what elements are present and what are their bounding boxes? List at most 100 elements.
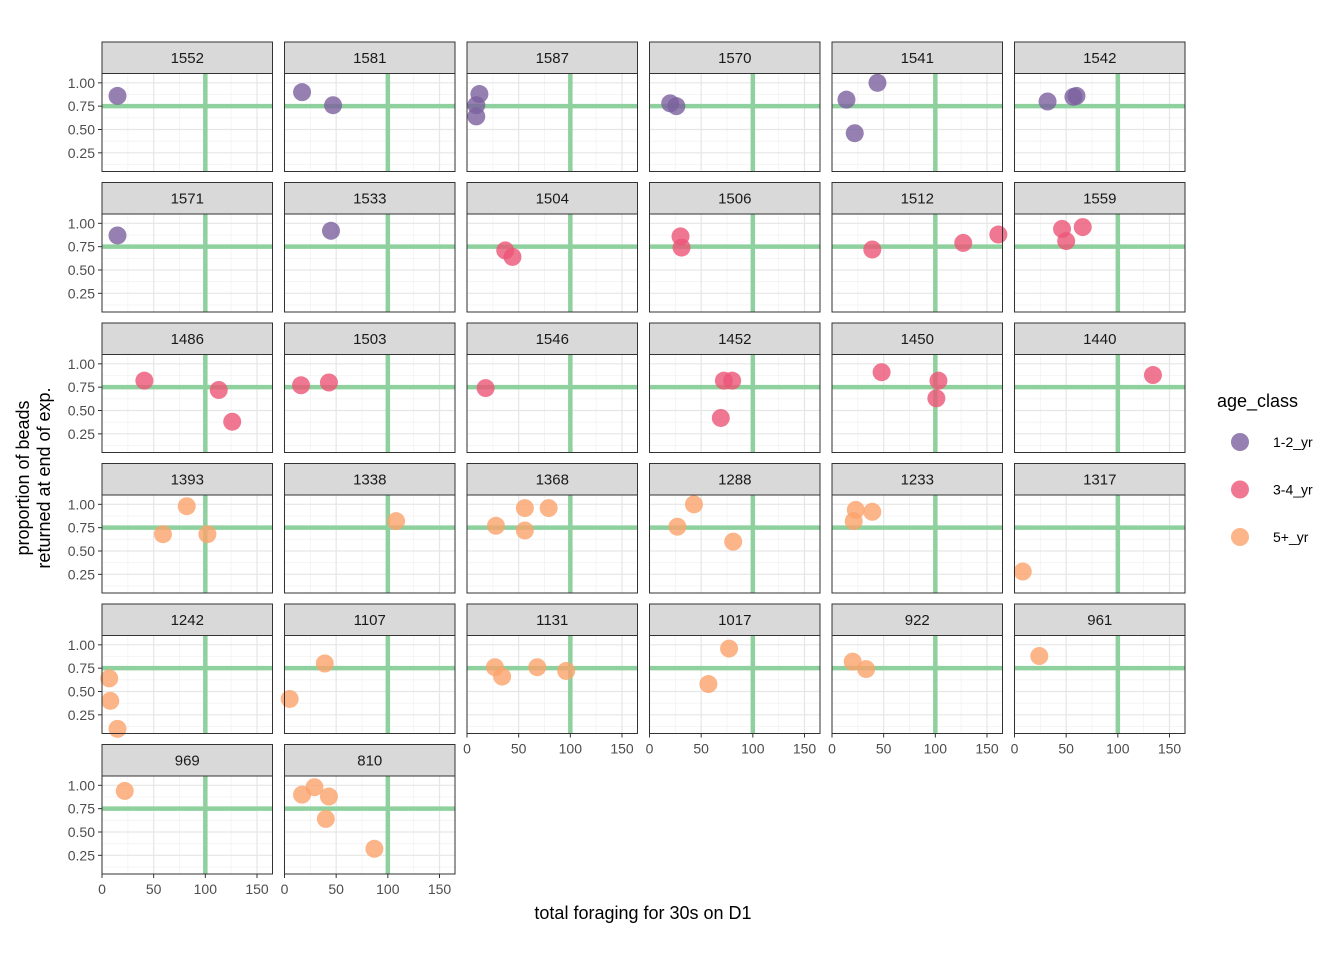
- plot-area: [467, 354, 638, 453]
- x-tick-label: 50: [1058, 741, 1074, 757]
- y-tick-label: 0.75: [68, 801, 95, 817]
- data-point: [863, 502, 882, 521]
- plot-area: [832, 214, 1003, 312]
- facet-label: 810: [357, 752, 382, 769]
- x-tick-label: 150: [245, 881, 269, 897]
- data-point: [1073, 218, 1092, 237]
- plot-area: [832, 354, 1003, 453]
- legend-title: age_class: [1217, 391, 1298, 412]
- panel-border: [831, 213, 1003, 313]
- facet-strip: [466, 322, 638, 355]
- facet-strip: [101, 182, 273, 215]
- plot-area: [467, 73, 638, 172]
- facet-label: 1512: [901, 190, 934, 207]
- facet-label: 1017: [718, 612, 751, 629]
- facet-panel-1440: 1440: [1013, 322, 1186, 453]
- data-point: [872, 363, 891, 382]
- data-point: [989, 225, 1008, 244]
- facet-label: 1504: [536, 190, 569, 207]
- data-point: [135, 371, 154, 390]
- y-tick-label: 0.75: [68, 379, 95, 395]
- facet-label: 1542: [1083, 50, 1116, 67]
- plot-area: [467, 635, 638, 734]
- data-point: [387, 512, 406, 531]
- data-point: [1057, 232, 1076, 251]
- data-point: [1067, 86, 1086, 105]
- panel-border: [1014, 73, 1186, 172]
- facet-panel-810: 810 0 50 100 150: [281, 744, 456, 897]
- data-point: [324, 96, 343, 115]
- y-tick-label: 0.50: [68, 122, 95, 138]
- facet-label: 1107: [354, 612, 386, 629]
- facet-panel-1546: 1546: [466, 322, 638, 453]
- facet-panel-1571: 1571 0.25 0.50 0.75 1.00: [68, 182, 273, 313]
- data-point: [557, 661, 576, 680]
- facet-strip: [1014, 322, 1186, 355]
- data-point: [101, 691, 120, 710]
- y-tick-label: 0.25: [68, 285, 95, 301]
- facet-panel-1541: 1541: [831, 41, 1003, 172]
- facet-label: 961: [1087, 612, 1112, 629]
- legend-label: 5+_yr: [1273, 529, 1309, 545]
- facet-panel-1506: 1506: [648, 182, 821, 313]
- data-point: [223, 412, 242, 431]
- data-point: [319, 373, 338, 392]
- panel-border: [1014, 635, 1186, 734]
- data-point: [668, 517, 687, 536]
- facet-label: 1452: [718, 331, 751, 348]
- facet-panel-1450: 1450: [831, 322, 1003, 453]
- plot-area: [284, 635, 455, 734]
- x-tick-label: 0: [828, 741, 836, 757]
- facet-label: 1552: [171, 50, 204, 67]
- y-tick-label: 1.00: [68, 777, 95, 793]
- facet-label: 1242: [171, 612, 204, 629]
- facet-label: 1393: [171, 471, 204, 488]
- y-tick-label: 0.50: [68, 824, 95, 840]
- plot-area: [1014, 214, 1185, 312]
- facet-panel-1581: 1581: [283, 41, 456, 172]
- facet-label: 1570: [718, 50, 751, 67]
- facet-panel-1338: 1338: [283, 463, 456, 594]
- panel-border: [101, 213, 273, 313]
- y-tick-label: 0.75: [68, 98, 95, 114]
- panel-border: [649, 213, 821, 313]
- facet-strip: [1014, 41, 1186, 74]
- plot-area: [832, 635, 1003, 734]
- facet-strip: [831, 603, 1003, 636]
- plot-area: [102, 214, 273, 312]
- facet-label: 1506: [718, 190, 751, 207]
- facet-panel-1486: 1486 0.25 0.50 0.75 1.00: [68, 322, 273, 453]
- y-tick-label: 0.75: [68, 520, 95, 536]
- data-point: [539, 499, 558, 518]
- panel-border: [284, 494, 456, 594]
- plot-area: [1014, 73, 1185, 172]
- panel-border: [831, 73, 1003, 172]
- data-point: [476, 379, 495, 398]
- facet-panel-1233: 1233: [831, 463, 1003, 594]
- facet-panel-1452: 1452: [648, 322, 821, 453]
- facet-panel-1131: 1131 0 50 100 150: [463, 603, 638, 757]
- facet-strip: [831, 463, 1003, 496]
- facet-strip: [831, 41, 1003, 74]
- y-tick-label: 1.00: [68, 496, 95, 512]
- x-tick-label: 100: [924, 741, 948, 757]
- plot-area: [649, 354, 820, 453]
- data-point: [863, 240, 882, 259]
- x-tick-label: 50: [693, 741, 709, 757]
- data-point: [954, 233, 973, 252]
- y-tick-label: 0.50: [68, 543, 95, 559]
- facet-panel-1512: 1512: [831, 182, 1008, 313]
- y-tick-label: 1.00: [68, 75, 95, 91]
- facet-panel-1317: 1317: [1013, 463, 1186, 594]
- y-tick-label: 0.25: [68, 426, 95, 442]
- data-point: [843, 652, 862, 671]
- facet-panel-1559: 1559: [1013, 182, 1186, 313]
- panel-border: [649, 73, 821, 172]
- panel-border: [101, 775, 273, 875]
- data-point: [293, 83, 312, 102]
- facet-panel-1570: 1570: [648, 41, 821, 172]
- data-point: [503, 247, 522, 266]
- facet-strip: [649, 463, 821, 496]
- y-tick-label: 0.50: [68, 262, 95, 278]
